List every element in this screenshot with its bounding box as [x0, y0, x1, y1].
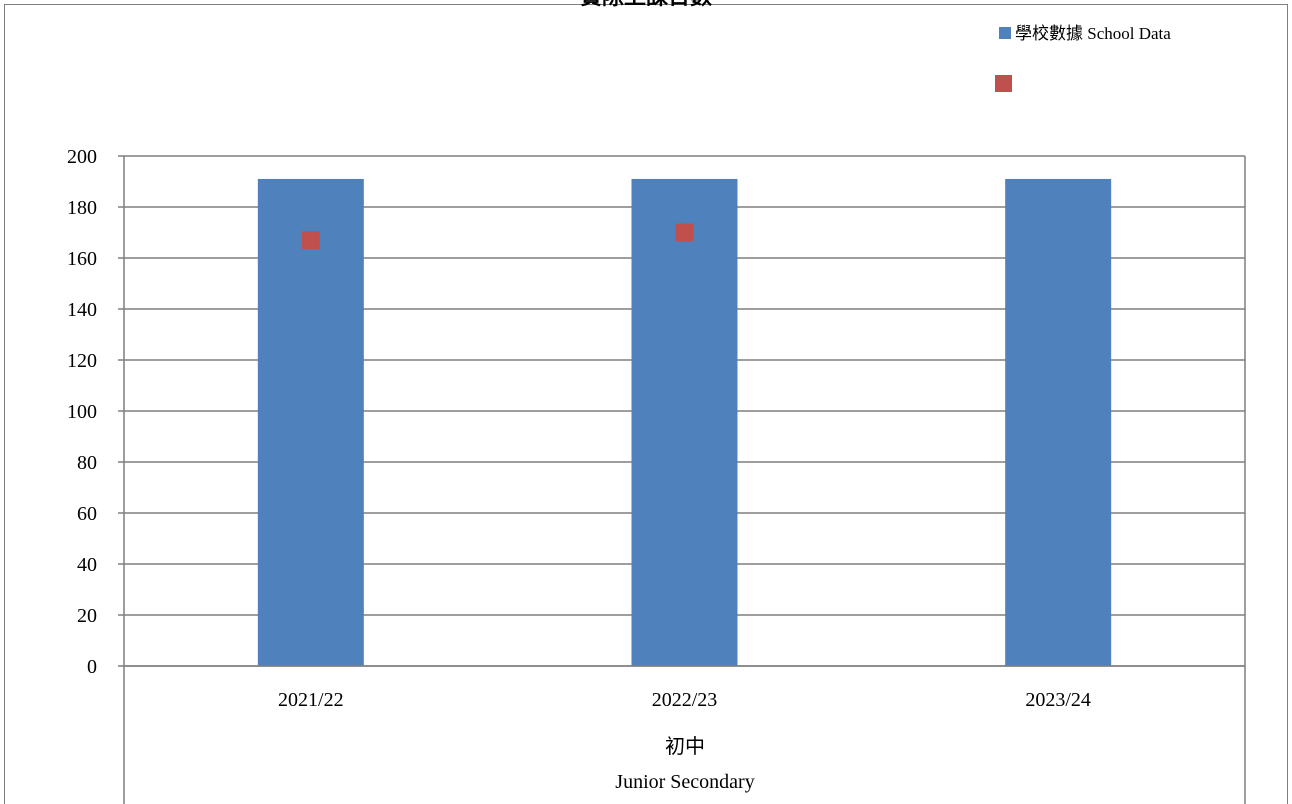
y-tick-label: 140: [67, 299, 97, 321]
bar: [1005, 178, 1112, 666]
legend-label-bars: 學校數據 School Data: [1015, 24, 1171, 43]
y-tick-label: 80: [77, 452, 97, 474]
y-tick-label: 200: [67, 146, 97, 168]
bar: [257, 178, 364, 666]
chart-area-border: [4, 4, 1288, 804]
x-tick-label: 2023/24: [1025, 689, 1091, 711]
group-label-en: Junior Secondary: [615, 771, 754, 793]
y-axis-ticks: 0 20 40 60 80 100 120 140 160 180 200: [67, 146, 97, 678]
y-tick-label: 0: [87, 656, 97, 678]
y-tick-label: 60: [77, 503, 97, 525]
x-tick-label: 2022/23: [652, 689, 718, 711]
legend-swatch-markers: [995, 75, 1012, 92]
axes: [118, 155, 1246, 804]
x-axis-labels: 2021/22 2022/23 2023/24: [278, 689, 1091, 711]
group-label-zh: 初中: [665, 735, 705, 758]
marker-point: [675, 223, 694, 242]
y-tick-label: 120: [67, 350, 97, 372]
y-tick-label: 20: [77, 605, 97, 627]
y-tick-label: 160: [67, 248, 97, 270]
legend-swatch-bars: [999, 27, 1011, 39]
chart-title: 實際上課日數: [580, 0, 712, 9]
marker-point: [301, 231, 320, 250]
bar-series: [257, 178, 1112, 666]
x-tick-label: 2021/22: [278, 689, 344, 711]
y-tick-label: 180: [67, 197, 97, 219]
legend: 學校數據 School Data: [995, 24, 1171, 92]
y-tick-label: 40: [77, 554, 97, 576]
y-tick-label: 100: [67, 401, 97, 423]
marker-series: [301, 223, 694, 250]
bar: [631, 178, 738, 666]
